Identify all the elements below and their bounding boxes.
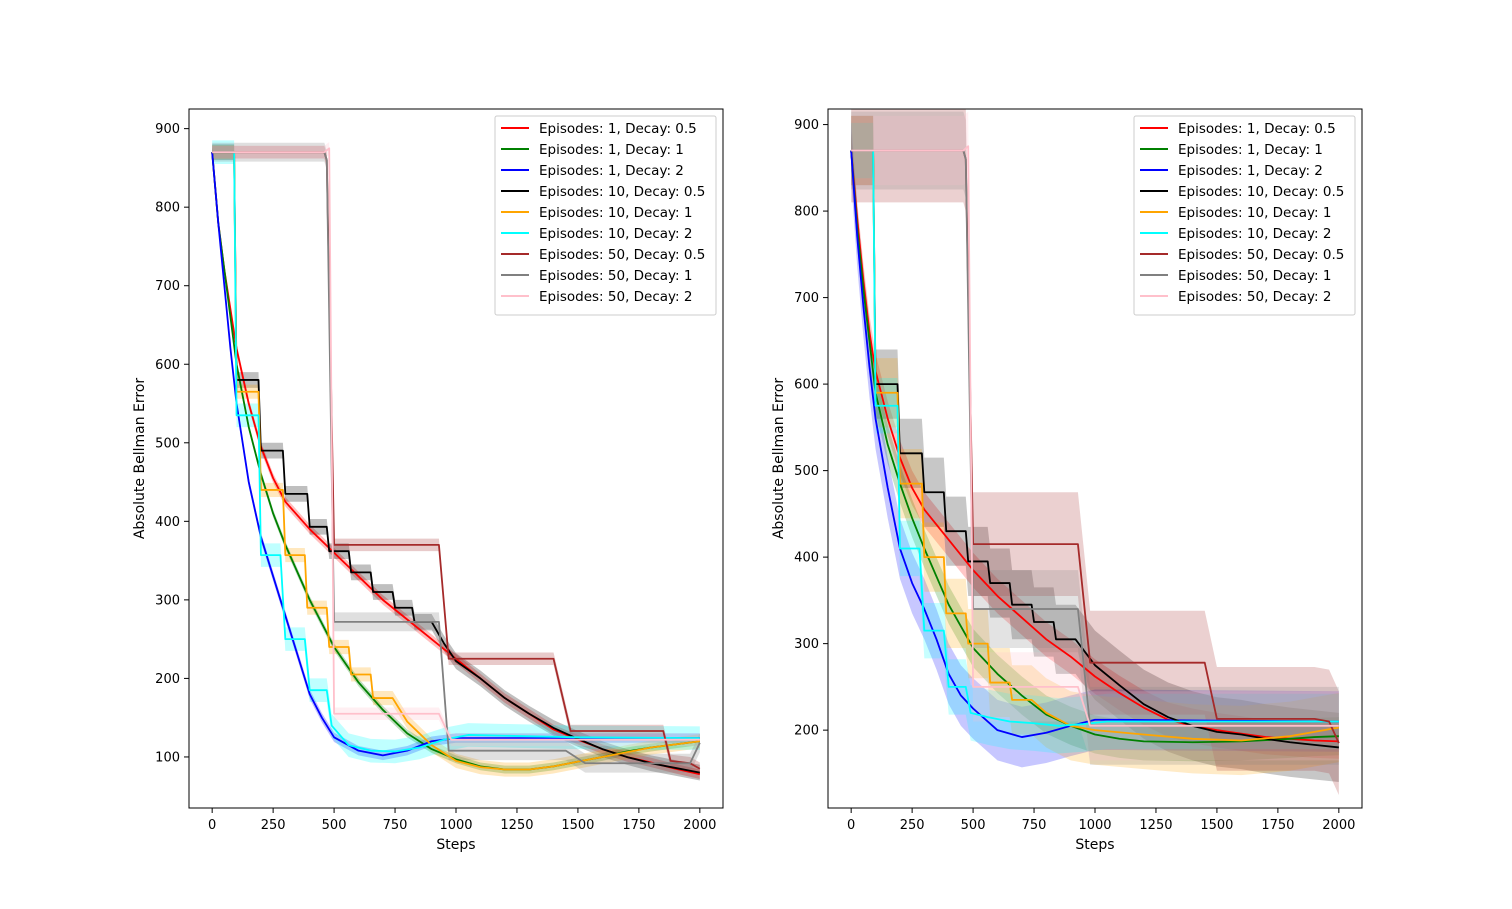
legend-box <box>494 115 717 316</box>
plot-area <box>211 140 701 781</box>
legend-entry-1: Episodes: 1, Decay: 1 <box>539 142 684 158</box>
y-tick-label: 500 <box>794 464 819 479</box>
legend-box <box>1133 115 1356 316</box>
x-tick-label: 500 <box>322 818 347 833</box>
series-band-3 <box>212 144 700 781</box>
x-tick-label: 500 <box>961 818 986 833</box>
legend-entry-4: Episodes: 10, Decay: 1 <box>539 205 692 221</box>
x-tick-label: 1500 <box>561 818 594 833</box>
legend: Episodes: 1, Decay: 0.5 Episodes: 1, Deca… <box>494 115 717 316</box>
plot-area <box>850 109 1340 796</box>
series-line-0 <box>850 150 1339 743</box>
series-line-8 <box>851 145 1339 727</box>
x-tick-label: 1250 <box>500 818 533 833</box>
y-tick-label: 200 <box>794 724 819 739</box>
y-tick-label: 400 <box>794 551 819 566</box>
legend-entry-0: Episodes: 1, Decay: 0.5 <box>1178 121 1336 137</box>
x-tick-label: 1000 <box>439 818 472 833</box>
legend: Episodes: 1, Decay: 0.5 Episodes: 1, Deca… <box>1133 115 1356 316</box>
x-tick-label: 1250 <box>1139 818 1172 833</box>
series-line-4 <box>851 149 1339 742</box>
y-tick-label: 800 <box>155 201 180 216</box>
y-axis-label: Absolute Bellman Error <box>132 378 148 540</box>
x-tick-label: 750 <box>1022 818 1047 833</box>
legend-entry-2: Episodes: 1, Decay: 2 <box>1178 163 1323 179</box>
legend-entry-5: Episodes: 10, Decay: 2 <box>539 226 692 242</box>
y-tick-label: 700 <box>155 279 180 294</box>
x-tick-label: 2000 <box>683 818 716 833</box>
x-tick-label: 250 <box>261 818 286 833</box>
series-band-3 <box>851 115 1339 783</box>
series-line-3 <box>851 149 1339 749</box>
legend-entry-6: Episodes: 50, Decay: 0.5 <box>1178 247 1344 263</box>
right-chart: 0 250 500 750 1000 1250 1500 1750 2000 200 300 400 5… <box>771 108 1363 853</box>
legend-entry-1: Episodes: 1, Decay: 1 <box>1178 142 1323 158</box>
series-line-5 <box>212 151 700 753</box>
series-line-7 <box>212 151 701 765</box>
series-band-2 <box>851 120 1339 768</box>
y-tick-label: 300 <box>155 593 180 608</box>
y-axis-label: Absolute Bellman Error <box>771 378 787 540</box>
x-tick-label: 0 <box>208 818 216 833</box>
y-tick-label: 900 <box>794 118 819 133</box>
x-tick-label: 2000 <box>1322 818 1355 833</box>
x-axis-label: Steps <box>436 837 475 853</box>
y-tick-label: 800 <box>794 205 819 220</box>
series-line-4 <box>212 151 700 771</box>
x-axis-label: Steps <box>1075 837 1114 853</box>
x-tick-label: 1750 <box>1261 818 1294 833</box>
legend-entry-3: Episodes: 10, Decay: 0.5 <box>539 184 705 200</box>
legend-entry-4: Episodes: 10, Decay: 1 <box>1178 205 1331 221</box>
series-line-5 <box>851 149 1339 727</box>
legend-entry-6: Episodes: 50, Decay: 0.5 <box>539 247 705 263</box>
series-band-8 <box>851 111 1339 761</box>
y-tick-label: 700 <box>794 291 819 306</box>
y-tick-label: 600 <box>155 358 180 373</box>
x-tick-label: 1500 <box>1200 818 1233 833</box>
series-line-1 <box>850 150 1339 744</box>
legend-entry-7: Episodes: 50, Decay: 1 <box>1178 268 1331 284</box>
x-tick-label: 1750 <box>622 818 655 833</box>
x-tick-label: 250 <box>900 818 925 833</box>
legend-entry-5: Episodes: 10, Decay: 2 <box>1178 226 1331 242</box>
y-tick-label: 300 <box>794 637 819 652</box>
y-tick-label: 900 <box>155 122 180 137</box>
legend-entry-8: Episodes: 50, Decay: 2 <box>539 289 692 305</box>
x-tick-label: 750 <box>383 818 408 833</box>
x-tick-label: 1000 <box>1078 818 1111 833</box>
series-line-2 <box>850 150 1339 738</box>
legend-entry-8: Episodes: 50, Decay: 2 <box>1178 289 1331 305</box>
legend-entry-7: Episodes: 50, Decay: 1 <box>539 268 692 284</box>
y-tick-label: 100 <box>155 750 180 765</box>
x-tick-label: 0 <box>847 818 855 833</box>
series-line-8 <box>212 147 700 741</box>
legend-entry-0: Episodes: 1, Decay: 0.5 <box>539 121 697 137</box>
legend-entry-2: Episodes: 1, Decay: 2 <box>539 163 684 179</box>
y-tick-label: 500 <box>155 436 180 451</box>
y-tick-label: 200 <box>155 672 180 687</box>
legend-entry-3: Episodes: 10, Decay: 0.5 <box>1178 184 1344 200</box>
y-tick-label: 600 <box>794 378 819 393</box>
y-tick-label: 400 <box>155 515 180 530</box>
left-chart: 0 250 500 750 1000 1250 1500 1750 2000 100 200 300 4… <box>132 108 724 853</box>
